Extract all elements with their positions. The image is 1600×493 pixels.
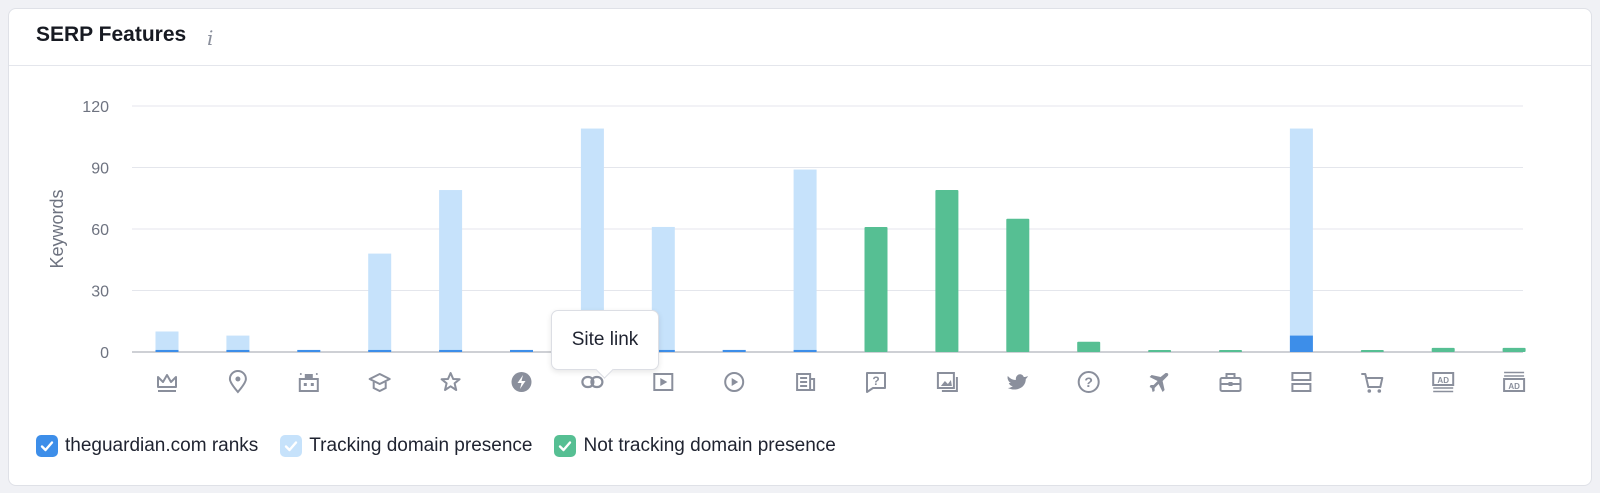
y-tick-label: 30: [91, 284, 109, 301]
bar-not-tracking[interactable]: [1077, 341, 1101, 352]
svg-text:AD: AD: [1508, 382, 1520, 391]
bar-not-tracking[interactable]: [1148, 349, 1172, 352]
svg-text:?: ?: [872, 374, 879, 388]
bar-not-tracking[interactable]: [1219, 349, 1242, 352]
layout-rows-icon[interactable]: [1291, 372, 1312, 392]
link-icon[interactable]: [581, 375, 604, 389]
bar-not-tracking[interactable]: [864, 226, 888, 352]
bar-not-tracking[interactable]: [1360, 349, 1384, 352]
location-pin-icon[interactable]: [228, 370, 247, 394]
legend-label: Not tracking domain presence: [583, 435, 836, 456]
news-icon[interactable]: [796, 373, 816, 391]
y-axis-label: Keywords: [47, 189, 67, 268]
video-icon[interactable]: [653, 373, 674, 391]
legend-label: Tracking domain presence: [309, 435, 533, 456]
question-circle-icon[interactable]: ?: [1077, 371, 1100, 393]
crown-icon[interactable]: [157, 374, 177, 392]
bar-ranks[interactable]: [439, 349, 463, 352]
bar-not-tracking[interactable]: [935, 190, 959, 352]
legend-label: theguardian.com ranks: [65, 435, 259, 456]
bar-ranks[interactable]: [722, 349, 746, 352]
legend-checkbox-icon[interactable]: [280, 435, 303, 457]
bar-not-tracking[interactable]: [1431, 347, 1455, 352]
ad-top-icon[interactable]: AD: [1432, 372, 1455, 393]
y-tick-label: 120: [82, 99, 109, 116]
legend-checkbox-icon[interactable]: [554, 435, 577, 457]
bar-ranks[interactable]: [1289, 335, 1313, 352]
bar-tracking[interactable]: [155, 331, 179, 353]
bar-tracking[interactable]: [793, 169, 817, 352]
card-header: SERP Features i: [9, 9, 1591, 66]
airplane-icon[interactable]: [1149, 373, 1169, 392]
bar-ranks[interactable]: [510, 349, 533, 352]
svg-text:?: ?: [1084, 374, 1093, 390]
info-icon[interactable]: i: [207, 26, 214, 50]
question-bubble-icon[interactable]: ?: [866, 372, 886, 393]
legend-item[interactable]: theguardian.com ranks: [36, 435, 258, 457]
briefcase-icon[interactable]: [1219, 373, 1242, 392]
image-icon[interactable]: [936, 372, 958, 392]
graduation-cap-icon[interactable]: [368, 373, 391, 393]
y-tick-label: 90: [91, 161, 109, 178]
legend-checkbox-icon[interactable]: [36, 435, 58, 457]
y-tick-label: 60: [91, 222, 109, 239]
serp-features-card: SERP Features i 0 30 60 90 120 Keywords?? AD AD…: [8, 8, 1592, 486]
twitter-icon[interactable]: [1007, 374, 1028, 390]
bar-ranks[interactable]: [793, 349, 817, 352]
bar-ranks[interactable]: [368, 349, 392, 352]
bar-ranks[interactable]: [651, 349, 675, 352]
bar-tracking[interactable]: [226, 335, 250, 352]
bar-ranks[interactable]: [226, 349, 250, 352]
bar-tracking[interactable]: [1289, 128, 1313, 352]
bar-tracking[interactable]: [368, 253, 392, 352]
legend-item[interactable]: Not tracking domain presence: [554, 435, 836, 457]
bar-ranks[interactable]: [155, 349, 179, 352]
bar-not-tracking[interactable]: [1006, 218, 1030, 352]
lightning-icon[interactable]: [511, 372, 532, 392]
bar-tracking[interactable]: [439, 190, 463, 352]
svg-text:AD: AD: [1437, 376, 1449, 385]
card-title: SERP Features: [36, 23, 187, 46]
bar-not-tracking[interactable]: [1502, 347, 1526, 352]
star-icon[interactable]: [440, 372, 461, 391]
y-tick-label: 0: [100, 345, 109, 362]
serp-features-chart: 0 30 60 90 120 Keywords?? AD AD: [47, 99, 1526, 394]
chart-tooltip: Site link: [551, 310, 659, 370]
chart-legend: theguardian.com ranks Tracking domain pre…: [36, 432, 858, 460]
hotel-icon[interactable]: [298, 373, 319, 392]
shopping-cart-icon[interactable]: [1361, 373, 1384, 393]
legend-item[interactable]: Tracking domain presence: [280, 435, 532, 457]
play-circle-icon[interactable]: [724, 372, 745, 392]
bar-ranks[interactable]: [297, 349, 321, 352]
bar-tracking[interactable]: [580, 128, 604, 352]
ad-bottom-icon[interactable]: AD: [1503, 371, 1526, 392]
